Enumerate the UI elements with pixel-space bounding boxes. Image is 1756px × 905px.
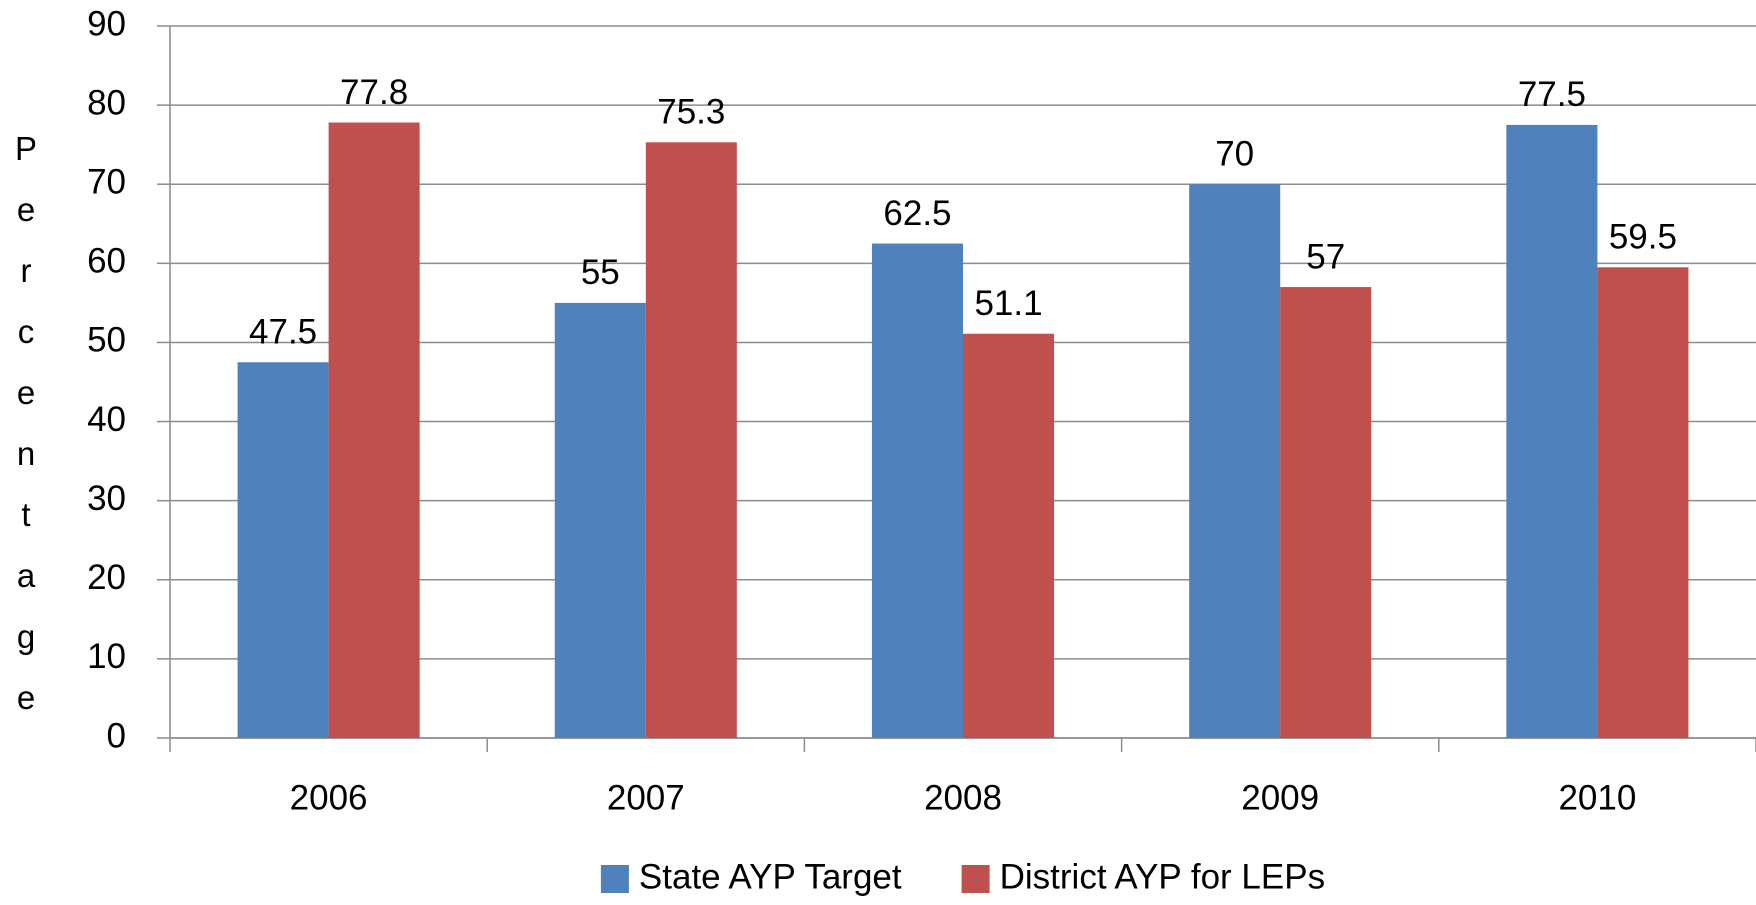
x-tick-label: 2007	[607, 778, 685, 817]
y-tick-label: 20	[87, 558, 126, 597]
data-label: 55	[581, 253, 620, 292]
data-label: 70	[1215, 134, 1254, 173]
legend-label: District AYP for LEPs	[1000, 857, 1325, 896]
bar	[1597, 267, 1689, 738]
y-tick-label: 30	[87, 479, 126, 518]
data-label: 77.5	[1518, 75, 1586, 114]
x-tick-label: 2010	[1558, 778, 1636, 817]
legend-swatch	[961, 865, 990, 893]
bar	[1189, 184, 1281, 738]
data-label: 51.1	[974, 284, 1042, 323]
y-tick-label: 10	[87, 637, 126, 676]
data-label: 59.5	[1609, 218, 1677, 257]
x-tick-label: 2008	[924, 778, 1002, 817]
bar	[237, 362, 329, 738]
x-tick-label: 2009	[1241, 778, 1319, 817]
data-label: 47.5	[249, 312, 317, 351]
data-label: 77.8	[340, 73, 408, 112]
y-tick-label: 50	[87, 321, 126, 360]
bar	[1506, 124, 1598, 738]
bar	[871, 243, 963, 739]
x-tick-label: 2006	[290, 778, 368, 817]
y-tick-label: 0	[107, 716, 126, 755]
bar	[963, 333, 1055, 738]
data-label: 57	[1306, 237, 1345, 276]
y-axis-label: Percentage	[8, 130, 45, 740]
y-tick-label: 40	[87, 400, 126, 439]
y-tick-label: 70	[87, 162, 126, 201]
bar	[645, 142, 737, 738]
bar	[1280, 287, 1372, 738]
y-tick-label: 80	[87, 83, 126, 122]
bar	[328, 122, 420, 738]
legend-swatch	[600, 865, 629, 893]
legend: State AYP Target District AYP for LEPs	[600, 857, 1325, 896]
data-label: 62.5	[883, 194, 951, 233]
data-label: 75.3	[657, 93, 725, 132]
legend-label: State AYP Target	[639, 857, 902, 896]
y-tick-label: 60	[87, 242, 126, 281]
y-tick-label: 90	[87, 4, 126, 43]
bar	[554, 302, 646, 738]
